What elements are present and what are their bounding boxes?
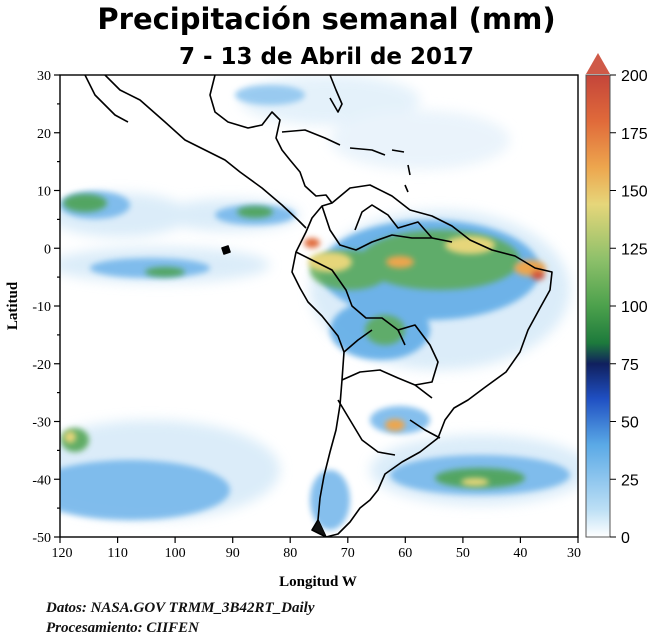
lon-tick-label: 40 [513,546,527,561]
colorbar-tick-label: 175 [621,126,648,143]
colorbar-tick-label: 150 [621,184,648,201]
colorbar-tick-label: 125 [621,241,648,258]
map-subtitle: 7 - 13 de Abril de 2017 [178,44,475,70]
lat-tick-label: -30 [32,416,51,431]
colorbar-tick-label: 25 [621,472,639,489]
colorbar-tick-label: 0 [621,530,630,547]
lat-tick-label: -20 [32,358,51,373]
lon-tick-label: 100 [165,546,186,561]
lon-tick-label: 60 [398,546,412,561]
lat-tick-label: 0 [44,242,51,257]
lat-tick-label: 30 [37,69,51,84]
processing-credit: Procesamiento: CIIFEN [46,620,199,636]
colorbar-gradient [585,74,611,538]
lat-tick-label: -50 [32,531,51,546]
colorbar: 200 175 150 125 100 75 50 25 0 [585,53,648,547]
lon-tick-marks [59,537,579,543]
colorbar-tick-label: 75 [621,357,639,374]
lat-tick-label: -10 [32,300,51,315]
colorbar-tick-label: 100 [621,299,648,316]
x-axis-label: Longitud W [279,574,357,590]
lat-tick-label: 20 [37,127,51,142]
lon-tick-label: 80 [283,546,297,561]
y-axis-label: Latitud [5,281,21,330]
colorbar-tick-label: 50 [621,415,639,432]
lat-tick-marks [54,74,60,538]
coastlines [84,75,553,537]
lon-tick-label: 50 [456,546,470,561]
lon-tick-label: 30 [567,546,581,561]
lon-tick-label: 110 [107,546,127,561]
map-title: Precipitación semanal (mm) [97,2,556,36]
lon-tick-label: 120 [52,546,73,561]
lon-tick-label: 90 [226,546,240,561]
precipitation-field [60,75,578,530]
lat-tick-label: 10 [37,185,51,200]
colorbar-tick-marks [610,74,616,538]
data-source-credit: Datos: NASA.GOV TRMM_3B42RT_Daily [46,600,315,616]
colorbar-overflow-arrow [586,53,610,74]
lon-tick-label: 70 [341,546,355,561]
lat-tick-label: -40 [32,473,51,488]
colorbar-tick-label: 200 [621,68,648,85]
